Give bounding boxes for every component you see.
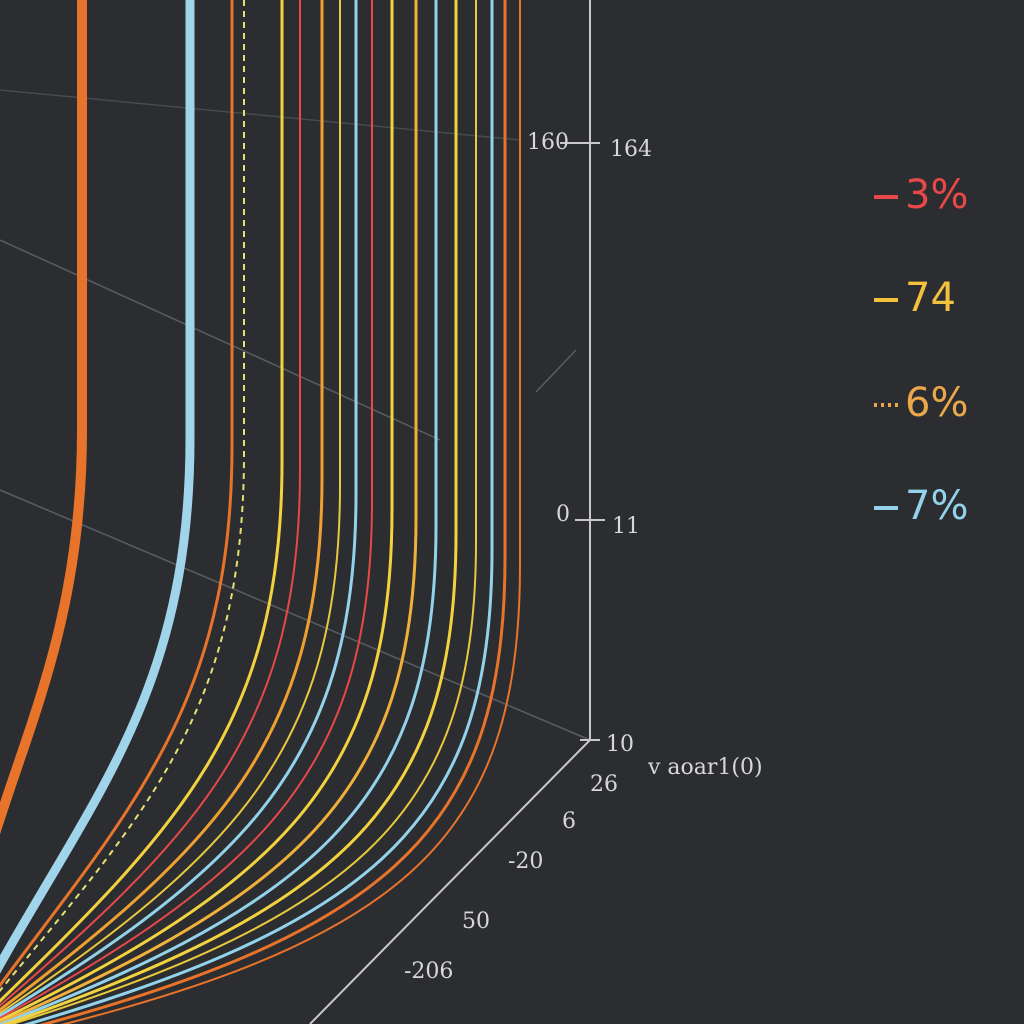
axes bbox=[309, 0, 605, 1024]
curve bbox=[22, 0, 494, 1024]
tick-label: 6 bbox=[562, 809, 576, 834]
tick-label: -206 bbox=[404, 959, 453, 984]
curve bbox=[8, 0, 477, 1024]
curve bbox=[0, 0, 418, 1024]
curve bbox=[0, 0, 438, 1024]
curve bbox=[0, 0, 87, 835]
curve bbox=[60, 0, 521, 1024]
curve bbox=[0, 0, 245, 993]
curve bbox=[0, 0, 394, 1023]
grid-line bbox=[0, 239, 441, 441]
curve bbox=[0, 0, 301, 1007]
tick-label: 26 bbox=[590, 772, 618, 797]
tick-label: 11 bbox=[612, 514, 640, 539]
tick-label: 0 bbox=[556, 502, 570, 527]
curve bbox=[0, 0, 195, 974]
legend-label: 3% bbox=[905, 172, 968, 218]
legend-label: 6% bbox=[905, 380, 968, 426]
legend: 3% 74 6% 7% bbox=[874, 172, 968, 529]
curve bbox=[0, 0, 234, 988]
tick-label: -20 bbox=[508, 849, 543, 874]
legend-label: 74 bbox=[905, 275, 956, 321]
grid-line bbox=[535, 349, 577, 393]
z-axis bbox=[309, 739, 591, 1024]
tick-label: 164 bbox=[610, 137, 652, 162]
axis-labels: 160 164 0 11 10 v aoar1(0) 26 6 -20 50 -… bbox=[404, 130, 763, 984]
curve bbox=[2, 0, 458, 1024]
curve bbox=[39, 0, 507, 1024]
axis-title: v aoar1(0) bbox=[647, 755, 763, 780]
legend-label: 7% bbox=[905, 483, 968, 529]
curve bbox=[0, 0, 373, 1020]
curve bbox=[0, 0, 324, 1012]
curve bbox=[0, 0, 341, 1015]
curve bbox=[0, 0, 358, 1018]
tick-label: 50 bbox=[462, 909, 490, 934]
curves bbox=[0, 0, 521, 1024]
tick-label: 10 bbox=[606, 732, 634, 757]
curve bbox=[0, 0, 284, 1004]
tick-label: 160 bbox=[527, 130, 569, 155]
